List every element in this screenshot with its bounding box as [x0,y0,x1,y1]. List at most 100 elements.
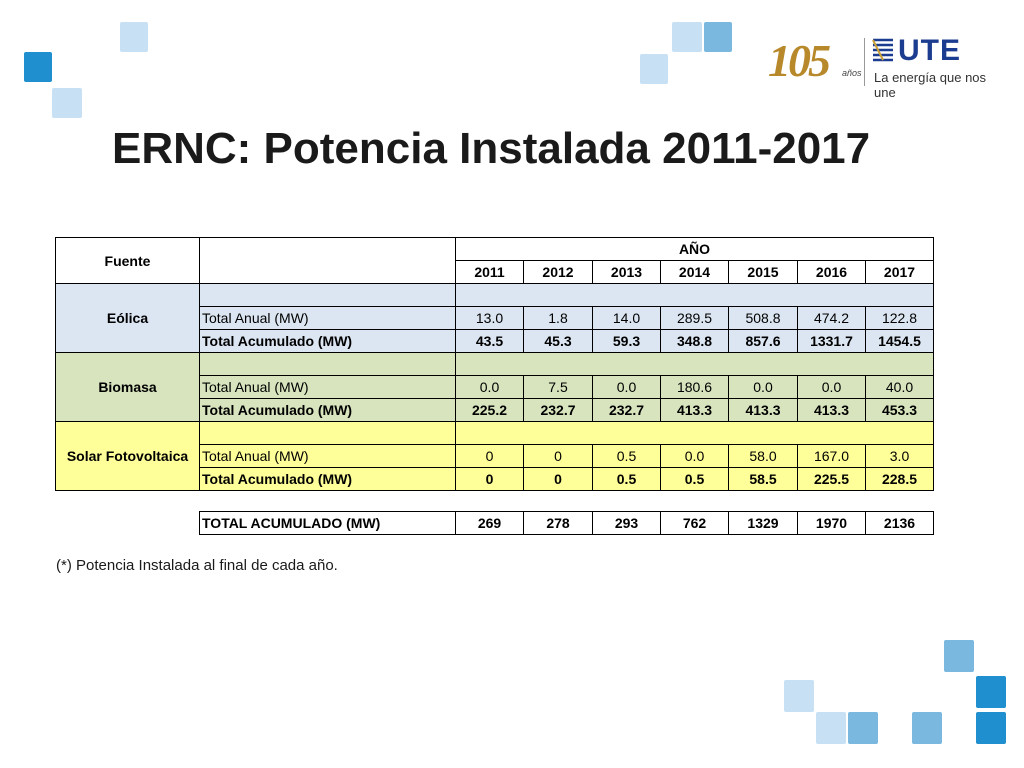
value-cell: 0 [523,467,593,491]
table-row: Total Acumulado (MW) 0 0 0.5 0.5 58.5 225.5 228… [56,467,934,491]
year-cell: 2012 [523,260,593,284]
value-cell: 225.5 [797,467,866,491]
decor-square [848,712,878,744]
ute-logo: 105 años UTE La energía que nos une [768,34,988,100]
total-value-cell: 1329 [728,511,798,535]
value-cell: 474.2 [797,306,866,330]
table-row: Total Acumulado (MW) 43.5 45.3 59.3 348.8 857… [56,329,934,353]
value-cell: 40.0 [865,375,934,399]
value-cell: 0 [523,444,593,468]
value-cell: 225.2 [455,398,524,422]
value-cell: 348.8 [660,329,729,353]
value-cell: 0.0 [592,375,661,399]
total-value-cell: 1970 [797,511,866,535]
decor-square [976,676,1006,708]
anniversary-number: 105 [768,35,831,86]
value-cell: 43.5 [455,329,524,353]
year-cell: 2017 [865,260,934,284]
value-cell: 13.0 [455,306,524,330]
decor-square [976,712,1006,744]
value-cell: 14.0 [592,306,661,330]
value-cell: 167.0 [797,444,866,468]
fuente-header: Fuente [55,237,200,284]
year-cell: 2016 [797,260,866,284]
value-cell: 232.7 [523,398,593,422]
decor-square [912,712,942,744]
value-cell: 7.5 [523,375,593,399]
table-row: Total Anual (MW) 13.0 1.8 14.0 289.5 508.8 474… [56,306,934,330]
value-cell: 413.3 [728,398,798,422]
value-cell: 0.0 [660,444,729,468]
value-cell: 508.8 [728,306,798,330]
potencia-table: Fuente AÑO 2011 2012 2013 2014 2015 2016 2017 … [55,237,934,535]
value-cell: 1.8 [523,306,593,330]
ute-stripes-icon [872,38,893,62]
source-cell: Biomasa [55,352,200,422]
blank-cell [199,283,456,307]
source-cell: Solar Fotovoltaica [55,421,200,491]
spacer [56,491,934,512]
decor-square [640,54,668,84]
year-header: AÑO [455,237,934,261]
blank-cell [455,283,934,307]
decor-square [704,22,732,52]
value-cell: 3.0 [865,444,934,468]
decor-square [52,88,82,118]
value-cell: 413.3 [660,398,729,422]
total-value-cell: 762 [660,511,729,535]
row-label: Total Acumulado (MW) [199,467,456,491]
page-title: ERNC: Potencia Instalada 2011-2017 [112,124,871,173]
total-value-cell: 293 [592,511,661,535]
table-row: Total Anual (MW) 0.0 7.5 0.0 180.6 0.0 0.0 40.0 [56,375,934,399]
value-cell: 857.6 [728,329,798,353]
value-cell: 0 [455,467,524,491]
value-cell: 413.3 [797,398,866,422]
value-cell: 0.5 [592,444,661,468]
blank-cell [199,352,456,376]
value-cell: 0.0 [455,375,524,399]
total-row: TOTAL ACUMULADO (MW) 269 278 293 762 1329 1970… [56,511,934,535]
brand-name: UTE [898,34,961,67]
row-label: Total Acumulado (MW) [199,329,456,353]
row-label: Total Anual (MW) [199,306,456,330]
blank-cell [199,421,456,445]
blank-cell [455,352,934,376]
decor-square [672,22,702,52]
value-cell: 122.8 [865,306,934,330]
value-cell: 0 [455,444,524,468]
value-cell: 45.3 [523,329,593,353]
label-header-blank [199,237,456,284]
decor-square [944,640,974,672]
value-cell: 1331.7 [797,329,866,353]
logo-separator [864,38,865,86]
row-label: Total Anual (MW) [199,444,456,468]
value-cell: 1454.5 [865,329,934,353]
value-cell: 0.5 [592,467,661,491]
footnote: (*) Potencia Instalada al final de cada … [56,557,338,574]
total-label: TOTAL ACUMULADO (MW) [199,511,456,535]
value-cell: 0.0 [797,375,866,399]
value-cell: 59.3 [592,329,661,353]
brand-tagline: La energía que nos une [874,70,987,100]
value-cell: 58.5 [728,467,798,491]
value-cell: 232.7 [592,398,661,422]
value-cell: 0.0 [728,375,798,399]
decor-square [816,712,846,744]
total-value-cell: 278 [523,511,593,535]
decor-square [120,22,148,52]
year-cell: 2014 [660,260,729,284]
year-cell: 2011 [455,260,524,284]
anniversary-suffix: años [842,68,862,78]
value-cell: 228.5 [865,467,934,491]
total-value-cell: 2136 [865,511,934,535]
value-cell: 58.0 [728,444,798,468]
row-label: Total Acumulado (MW) [199,398,456,422]
decor-square [24,52,52,82]
source-cell: Eólica [55,283,200,353]
value-cell: 453.3 [865,398,934,422]
row-label: Total Anual (MW) [199,375,456,399]
value-cell: 180.6 [660,375,729,399]
blank-cell [56,512,200,535]
year-cell: 2013 [592,260,661,284]
blank-cell [455,421,934,445]
